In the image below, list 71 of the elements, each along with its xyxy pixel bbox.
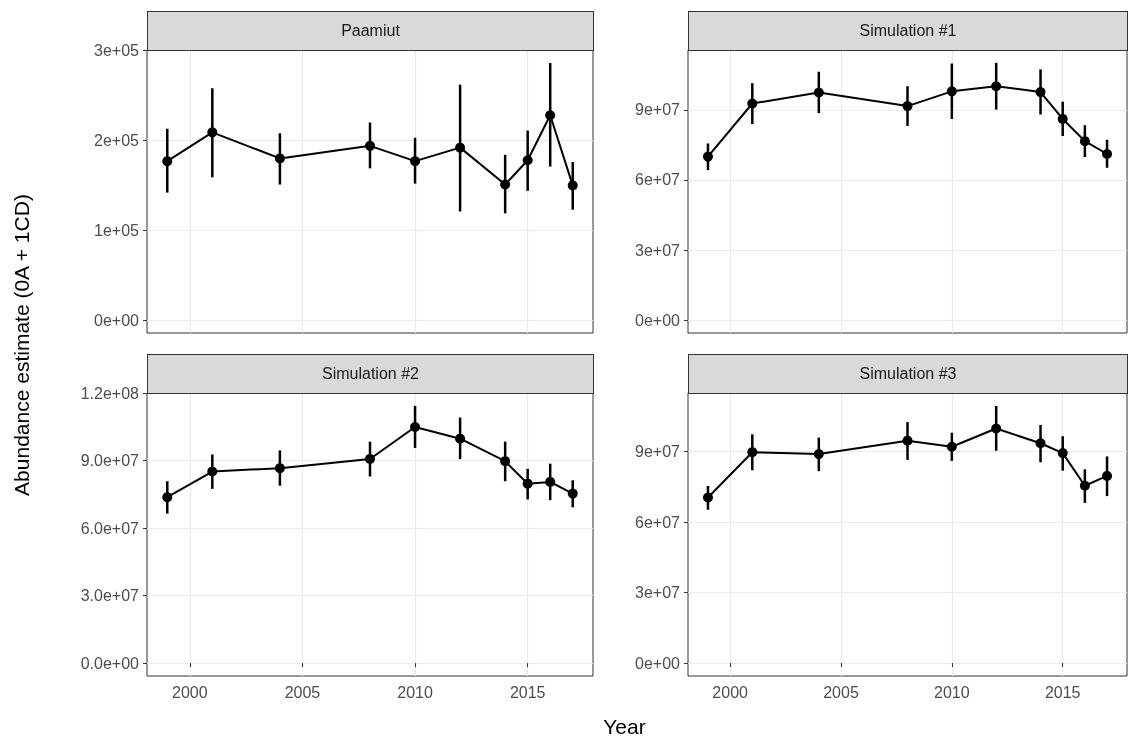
- point: [455, 142, 466, 153]
- point: [545, 110, 556, 121]
- y-tick-label: 1e+05: [94, 221, 140, 239]
- y-tick-label: 2e+05: [94, 131, 140, 149]
- point: [702, 492, 713, 503]
- x-tick-label: 2010: [397, 683, 433, 701]
- y-tick-label: 9e+07: [635, 101, 681, 119]
- point: [813, 87, 824, 98]
- point: [545, 476, 556, 487]
- point: [1035, 438, 1046, 449]
- y-tick-label: 1.2e+08: [80, 384, 140, 402]
- point: [274, 463, 285, 474]
- y-tick-label: 9.0e+07: [80, 452, 140, 470]
- y-tick-label: 6e+07: [635, 171, 681, 189]
- point: [991, 81, 1002, 92]
- chart-title: Simulation #3: [688, 354, 1128, 394]
- point: [902, 435, 913, 446]
- x-tick-label: 2005: [823, 683, 859, 701]
- point: [567, 488, 578, 499]
- y-tick-label: 3e+05: [94, 41, 140, 59]
- y-tick-label: 3.0e+07: [80, 587, 140, 605]
- point: [522, 478, 533, 489]
- point: [991, 423, 1002, 434]
- point: [410, 422, 421, 433]
- point: [455, 433, 466, 444]
- x-tick-label: 2010: [934, 683, 970, 701]
- x-tick-label: 2005: [284, 683, 321, 701]
- y-tick-label: 9e+07: [635, 443, 681, 461]
- point: [162, 156, 173, 167]
- y-tick-label: 3e+07: [635, 241, 681, 259]
- point: [747, 447, 758, 458]
- y-tick-label: 6e+07: [635, 513, 681, 531]
- point: [946, 441, 957, 452]
- point: [1035, 87, 1046, 98]
- chart-title: Simulation #2: [147, 354, 594, 394]
- y-tick-label: 0e+00: [635, 654, 681, 672]
- point: [1079, 136, 1090, 147]
- point: [162, 492, 173, 503]
- point: [207, 127, 218, 138]
- point: [1102, 148, 1113, 159]
- point: [747, 98, 758, 109]
- y-tick-label: 6.0e+07: [80, 519, 140, 537]
- x-tick-label: 2015: [509, 683, 546, 701]
- point: [702, 151, 713, 162]
- x-tick-label: 2000: [172, 683, 208, 701]
- x-tick-label: 2000: [712, 683, 749, 701]
- point: [410, 156, 421, 167]
- y-tick-label: 0e+00: [635, 311, 681, 329]
- point: [567, 180, 578, 191]
- x-axis-title: Year: [602, 715, 647, 739]
- point: [1102, 470, 1113, 481]
- point: [1057, 113, 1068, 124]
- point: [365, 140, 375, 151]
- chart-title: Paamiut: [147, 11, 594, 51]
- point: [500, 456, 511, 467]
- point: [365, 453, 375, 464]
- point: [207, 466, 218, 477]
- y-axis-title: Abundance estimate (0A + 1CD): [10, 194, 34, 496]
- chart-title: Simulation #1: [688, 11, 1128, 51]
- y-tick-label: 0e+00: [94, 311, 140, 329]
- point: [500, 179, 511, 190]
- point: [274, 153, 285, 164]
- point: [522, 155, 533, 166]
- point: [1079, 480, 1090, 491]
- point: [813, 449, 824, 460]
- y-tick-label: 3e+07: [635, 584, 681, 602]
- point: [1057, 448, 1068, 459]
- y-tick-label: 0.0e+00: [80, 654, 140, 672]
- x-tick-label: 2015: [1044, 683, 1081, 701]
- point: [946, 86, 957, 97]
- point: [902, 101, 913, 112]
